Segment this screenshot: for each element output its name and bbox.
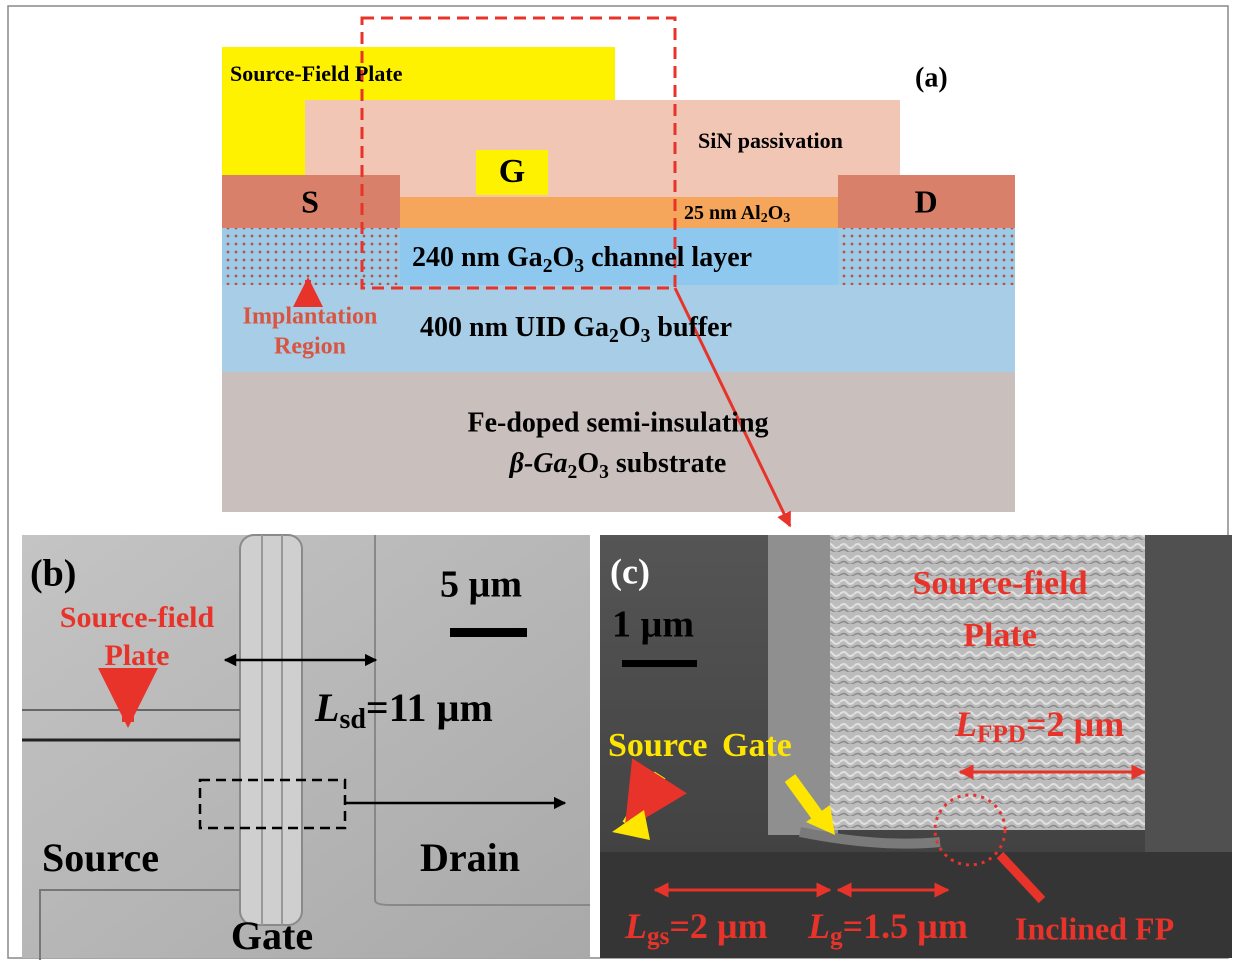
- label: Source: [608, 727, 707, 764]
- label: (a): [915, 62, 948, 93]
- label: G: [499, 153, 525, 190]
- label: Source-field: [60, 601, 215, 634]
- label: Plate: [105, 639, 170, 672]
- label: 25 nm Al2O3: [684, 202, 790, 227]
- label: S: [301, 183, 319, 219]
- label: Fe-doped semi-insulating: [467, 407, 768, 438]
- label: 5 µm: [440, 564, 522, 606]
- figure: Source-Field Plate (a) SiN passivation G…: [0, 0, 1236, 964]
- panel-c: (c) 1 µm Source-field Plate Source Gate …: [600, 535, 1232, 958]
- implant-left: [222, 228, 400, 285]
- label: (c): [610, 551, 650, 591]
- label: Source-field: [912, 565, 1087, 602]
- label: D: [914, 183, 937, 219]
- label: SiN passivation: [698, 128, 843, 153]
- label: (b): [30, 553, 76, 595]
- implant-right: [838, 228, 1015, 285]
- label: Drain: [420, 835, 520, 880]
- substrate: [222, 372, 1015, 512]
- label: β-Ga2O3 substrate: [509, 448, 727, 482]
- gate-stripe: [240, 535, 302, 925]
- label: Lgs=2 µm: [624, 906, 768, 950]
- panel-b: (b) 5 µm Source-field Plate Lsd=11 µm So…: [22, 535, 590, 960]
- label: Plate: [963, 617, 1037, 654]
- scale-bar: [450, 628, 527, 637]
- shadow: [1145, 535, 1232, 852]
- label: Gate: [722, 727, 792, 764]
- label: Gate: [231, 913, 313, 958]
- label: Source-Field Plate: [230, 61, 403, 86]
- label: 1 µm: [612, 604, 694, 646]
- label: Region: [274, 334, 346, 360]
- scale-bar: [622, 660, 697, 667]
- label: Source: [42, 835, 159, 880]
- label: Implantation: [243, 304, 378, 330]
- label: 400 nm UID Ga2O3 buffer: [420, 312, 732, 346]
- label: Inclined FP: [1015, 910, 1174, 946]
